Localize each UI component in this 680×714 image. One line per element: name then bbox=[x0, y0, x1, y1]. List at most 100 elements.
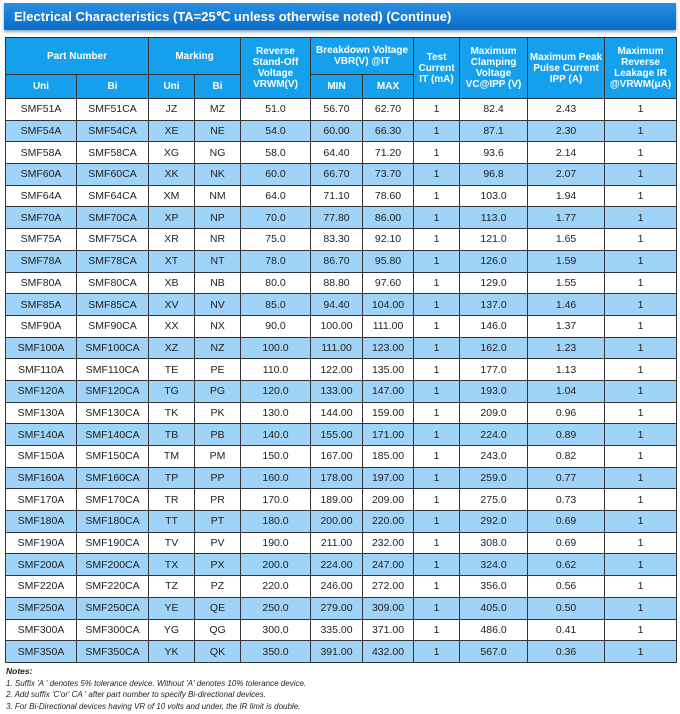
cell-part-uni: SMF78A bbox=[5, 249, 77, 273]
cell-test-current: 1 bbox=[413, 596, 461, 620]
cell-marking-uni: XP bbox=[148, 206, 196, 230]
cell-reverse-leakage: 1 bbox=[604, 510, 678, 533]
cell-part-uni: SMF350A bbox=[5, 640, 77, 663]
cell-marking-uni: TP bbox=[148, 466, 196, 490]
cell-vbr-max: 97.60 bbox=[362, 271, 415, 295]
cell-vbr-max: 171.00 bbox=[362, 423, 415, 446]
cell-clamping-voltage: 177.0 bbox=[459, 358, 529, 381]
cell-part-uni: SMF220A bbox=[5, 575, 77, 598]
cell-vbr-min: 189.00 bbox=[310, 488, 364, 512]
table-row: SMF75A SMF75CA XR NR 75.0 83.30 92.10 1 121.0 1.6… bbox=[5, 228, 678, 251]
cell-clamping-voltage: 82.4 bbox=[459, 98, 529, 121]
cell-vrwm: 110.0 bbox=[240, 358, 312, 381]
cell-marking-bi: PT bbox=[194, 510, 242, 533]
header-test-current: Test Current IT (mA) bbox=[413, 37, 461, 99]
cell-reverse-leakage: 1 bbox=[604, 293, 678, 316]
table-row: SMF160A SMF160CA TP PP 160.0 178.00 197.00 1 259… bbox=[5, 466, 678, 490]
cell-marking-bi: NR bbox=[194, 228, 242, 251]
cell-vbr-min: 246.00 bbox=[310, 575, 364, 598]
cell-peak-pulse-current: 0.73 bbox=[527, 488, 606, 512]
cell-peak-pulse-current: 0.62 bbox=[527, 553, 606, 577]
cell-reverse-leakage: 1 bbox=[604, 401, 678, 425]
cell-marking-uni: TE bbox=[148, 358, 196, 381]
cell-peak-pulse-current: 0.50 bbox=[527, 596, 606, 620]
cell-vbr-max: 123.00 bbox=[362, 336, 415, 360]
cell-marking-bi: PV bbox=[194, 531, 242, 555]
cell-vbr-max: 73.70 bbox=[362, 163, 415, 186]
cell-vbr-min: 56.70 bbox=[310, 98, 364, 121]
cell-vbr-max: 197.00 bbox=[362, 466, 415, 490]
cell-vbr-min: 133.00 bbox=[310, 379, 364, 403]
cell-vrwm: 350.0 bbox=[240, 640, 312, 663]
cell-part-uni: SMF90A bbox=[5, 314, 77, 338]
cell-part-uni: SMF190A bbox=[5, 531, 77, 555]
cell-vbr-min: 224.00 bbox=[310, 553, 364, 577]
cell-part-bi: SMF58CA bbox=[75, 141, 150, 165]
cell-test-current: 1 bbox=[413, 358, 461, 381]
cell-marking-uni: TT bbox=[148, 510, 196, 533]
cell-vbr-max: 135.00 bbox=[362, 358, 415, 381]
cell-test-current: 1 bbox=[413, 531, 461, 555]
cell-part-bi: SMF80CA bbox=[75, 271, 150, 295]
cell-reverse-leakage: 1 bbox=[604, 423, 678, 446]
cell-marking-uni: TB bbox=[148, 423, 196, 446]
cell-reverse-leakage: 1 bbox=[604, 228, 678, 251]
note-item: 2. Add suffix 'C'or' CA ' after part num… bbox=[6, 690, 266, 699]
cell-part-bi: SMF350CA bbox=[75, 640, 150, 663]
cell-clamping-voltage: 259.0 bbox=[459, 466, 529, 490]
note-item: 1. Suffix 'A ' denotes 5% tolerance devi… bbox=[6, 678, 307, 688]
cell-marking-bi: PK bbox=[194, 401, 242, 425]
cell-reverse-leakage: 1 bbox=[604, 640, 678, 663]
cell-vbr-min: 83.30 bbox=[310, 228, 364, 251]
cell-part-bi: SMF75CA bbox=[75, 228, 150, 251]
cell-clamping-voltage: 129.0 bbox=[459, 271, 529, 295]
cell-marking-bi: NP bbox=[194, 206, 242, 230]
cell-vrwm: 51.0 bbox=[240, 98, 312, 121]
table-row: SMF54A SMF54CA XE NE 54.0 60.00 66.30 1 87.1 2.30… bbox=[5, 119, 678, 143]
cell-peak-pulse-current: 0.69 bbox=[527, 531, 606, 555]
cell-reverse-leakage: 1 bbox=[604, 553, 678, 577]
cell-vrwm: 100.0 bbox=[240, 336, 312, 360]
cell-reverse-leakage: 1 bbox=[604, 379, 678, 403]
cell-test-current: 1 bbox=[413, 119, 461, 143]
cell-vbr-min: 64.40 bbox=[310, 141, 364, 165]
cell-vbr-max: 220.00 bbox=[362, 510, 415, 533]
cell-vbr-max: 185.00 bbox=[362, 445, 415, 468]
cell-test-current: 1 bbox=[413, 466, 461, 490]
cell-vbr-max: 247.00 bbox=[362, 553, 415, 577]
cell-clamping-voltage: 126.0 bbox=[459, 249, 529, 273]
table-row: SMF170A SMF170CA TR PR 170.0 189.00 209.00 1 275… bbox=[5, 488, 678, 512]
cell-vbr-min: 167.00 bbox=[310, 445, 364, 468]
cell-vrwm: 90.0 bbox=[240, 314, 312, 338]
section-title: Electrical Characteristics (TA=25℃ unles… bbox=[4, 3, 676, 30]
cell-vrwm: 58.0 bbox=[240, 141, 312, 165]
cell-test-current: 1 bbox=[413, 271, 461, 295]
cell-vbr-min: 200.00 bbox=[310, 510, 364, 533]
cell-vbr-max: 71.20 bbox=[362, 141, 415, 165]
table-row: SMF130A SMF130CA TK PK 130.0 144.00 159.00 1 209… bbox=[5, 401, 678, 425]
cell-vbr-max: 147.00 bbox=[362, 379, 415, 403]
header-part-number: Part Number bbox=[4, 37, 150, 75]
cell-vrwm: 220.0 bbox=[240, 575, 312, 598]
cell-vbr-max: 272.00 bbox=[362, 575, 415, 598]
header-part-uni: Uni bbox=[5, 74, 77, 99]
cell-vbr-min: 77.80 bbox=[310, 206, 364, 230]
table-row: SMF250A SMF250CA YE QE 250.0 279.00 309.00 1 405… bbox=[5, 596, 678, 620]
cell-test-current: 1 bbox=[413, 336, 461, 360]
cell-reverse-leakage: 1 bbox=[604, 184, 678, 208]
cell-part-bi: SMF150CA bbox=[75, 445, 150, 468]
cell-vbr-max: 111.00 bbox=[362, 314, 415, 338]
cell-vbr-min: 211.00 bbox=[310, 531, 364, 555]
cell-marking-uni: XB bbox=[148, 271, 196, 295]
cell-marking-bi: PM bbox=[194, 445, 242, 468]
cell-marking-uni: XG bbox=[148, 141, 196, 165]
cell-test-current: 1 bbox=[413, 553, 461, 577]
table-row: SMF300A SMF300CA YG QG 300.0 335.00 371.00 1 486… bbox=[5, 618, 678, 642]
cell-reverse-leakage: 1 bbox=[604, 98, 678, 121]
header-reverse-leakage: Maximum Reverse Leakage IR @VRWM(μA) bbox=[604, 37, 678, 99]
cell-vbr-min: 88.80 bbox=[310, 271, 364, 295]
cell-part-uni: SMF70A bbox=[5, 206, 77, 230]
cell-reverse-leakage: 1 bbox=[604, 119, 678, 143]
cell-test-current: 1 bbox=[413, 618, 461, 642]
electrical-characteristics-table: Part Number Marking Reverse Stand-Off Vo… bbox=[4, 37, 678, 663]
